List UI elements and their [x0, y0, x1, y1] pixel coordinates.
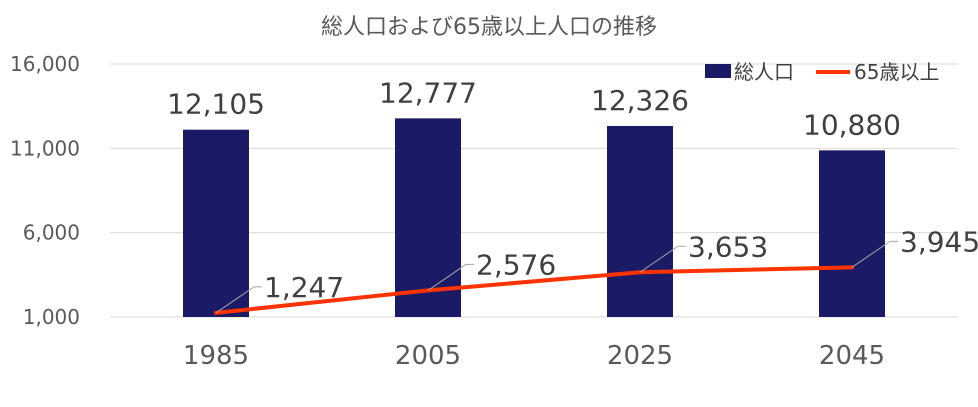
bar-series: 12,105 12,777 12,326 10,880	[167, 76, 901, 317]
bar	[607, 125, 673, 317]
x-tick-label: 2005	[395, 341, 461, 371]
x-tick-label: 2045	[819, 341, 885, 371]
bar	[183, 129, 249, 317]
legend: 総人口 65歳以上	[705, 60, 939, 84]
x-tick-label: 1985	[183, 341, 249, 371]
line-data-label: 1,247	[264, 271, 344, 304]
y-axis: 1,000 6,000 11,000 16,000	[10, 52, 80, 329]
bar-data-label: 12,105	[167, 88, 265, 121]
legend-swatch-bar	[705, 64, 731, 78]
line-data-label: 3,653	[688, 230, 768, 263]
gridlines	[110, 63, 958, 318]
chart-title: 総人口および65歳以上人口の推移	[321, 15, 657, 40]
y-tick-label: 11,000	[10, 136, 80, 160]
bar	[395, 118, 461, 317]
data-label-leader	[851, 240, 898, 268]
x-tick-label: 2025	[607, 341, 673, 371]
data-label-leader	[427, 263, 474, 291]
x-axis: 1985 2005 2025 2045	[183, 341, 885, 371]
bar-data-label: 12,326	[591, 84, 689, 117]
data-label-leader	[215, 286, 262, 314]
bar-data-label: 12,777	[379, 76, 477, 109]
legend-label-bar: 総人口	[734, 60, 794, 84]
y-tick-label: 1,000	[23, 305, 80, 329]
line-series: 1,247 2,576 3,653 3,945	[214, 225, 978, 315]
y-tick-label: 6,000	[23, 221, 80, 245]
y-tick-label: 16,000	[10, 52, 80, 76]
line-path	[215, 265, 853, 315]
bar	[819, 150, 885, 317]
bar-data-label: 10,880	[803, 108, 901, 141]
line-data-label: 3,945	[900, 225, 978, 258]
legend-label-line: 65歳以上	[854, 60, 939, 84]
data-label-leader	[639, 245, 686, 273]
line-data-label: 2,576	[476, 248, 556, 281]
